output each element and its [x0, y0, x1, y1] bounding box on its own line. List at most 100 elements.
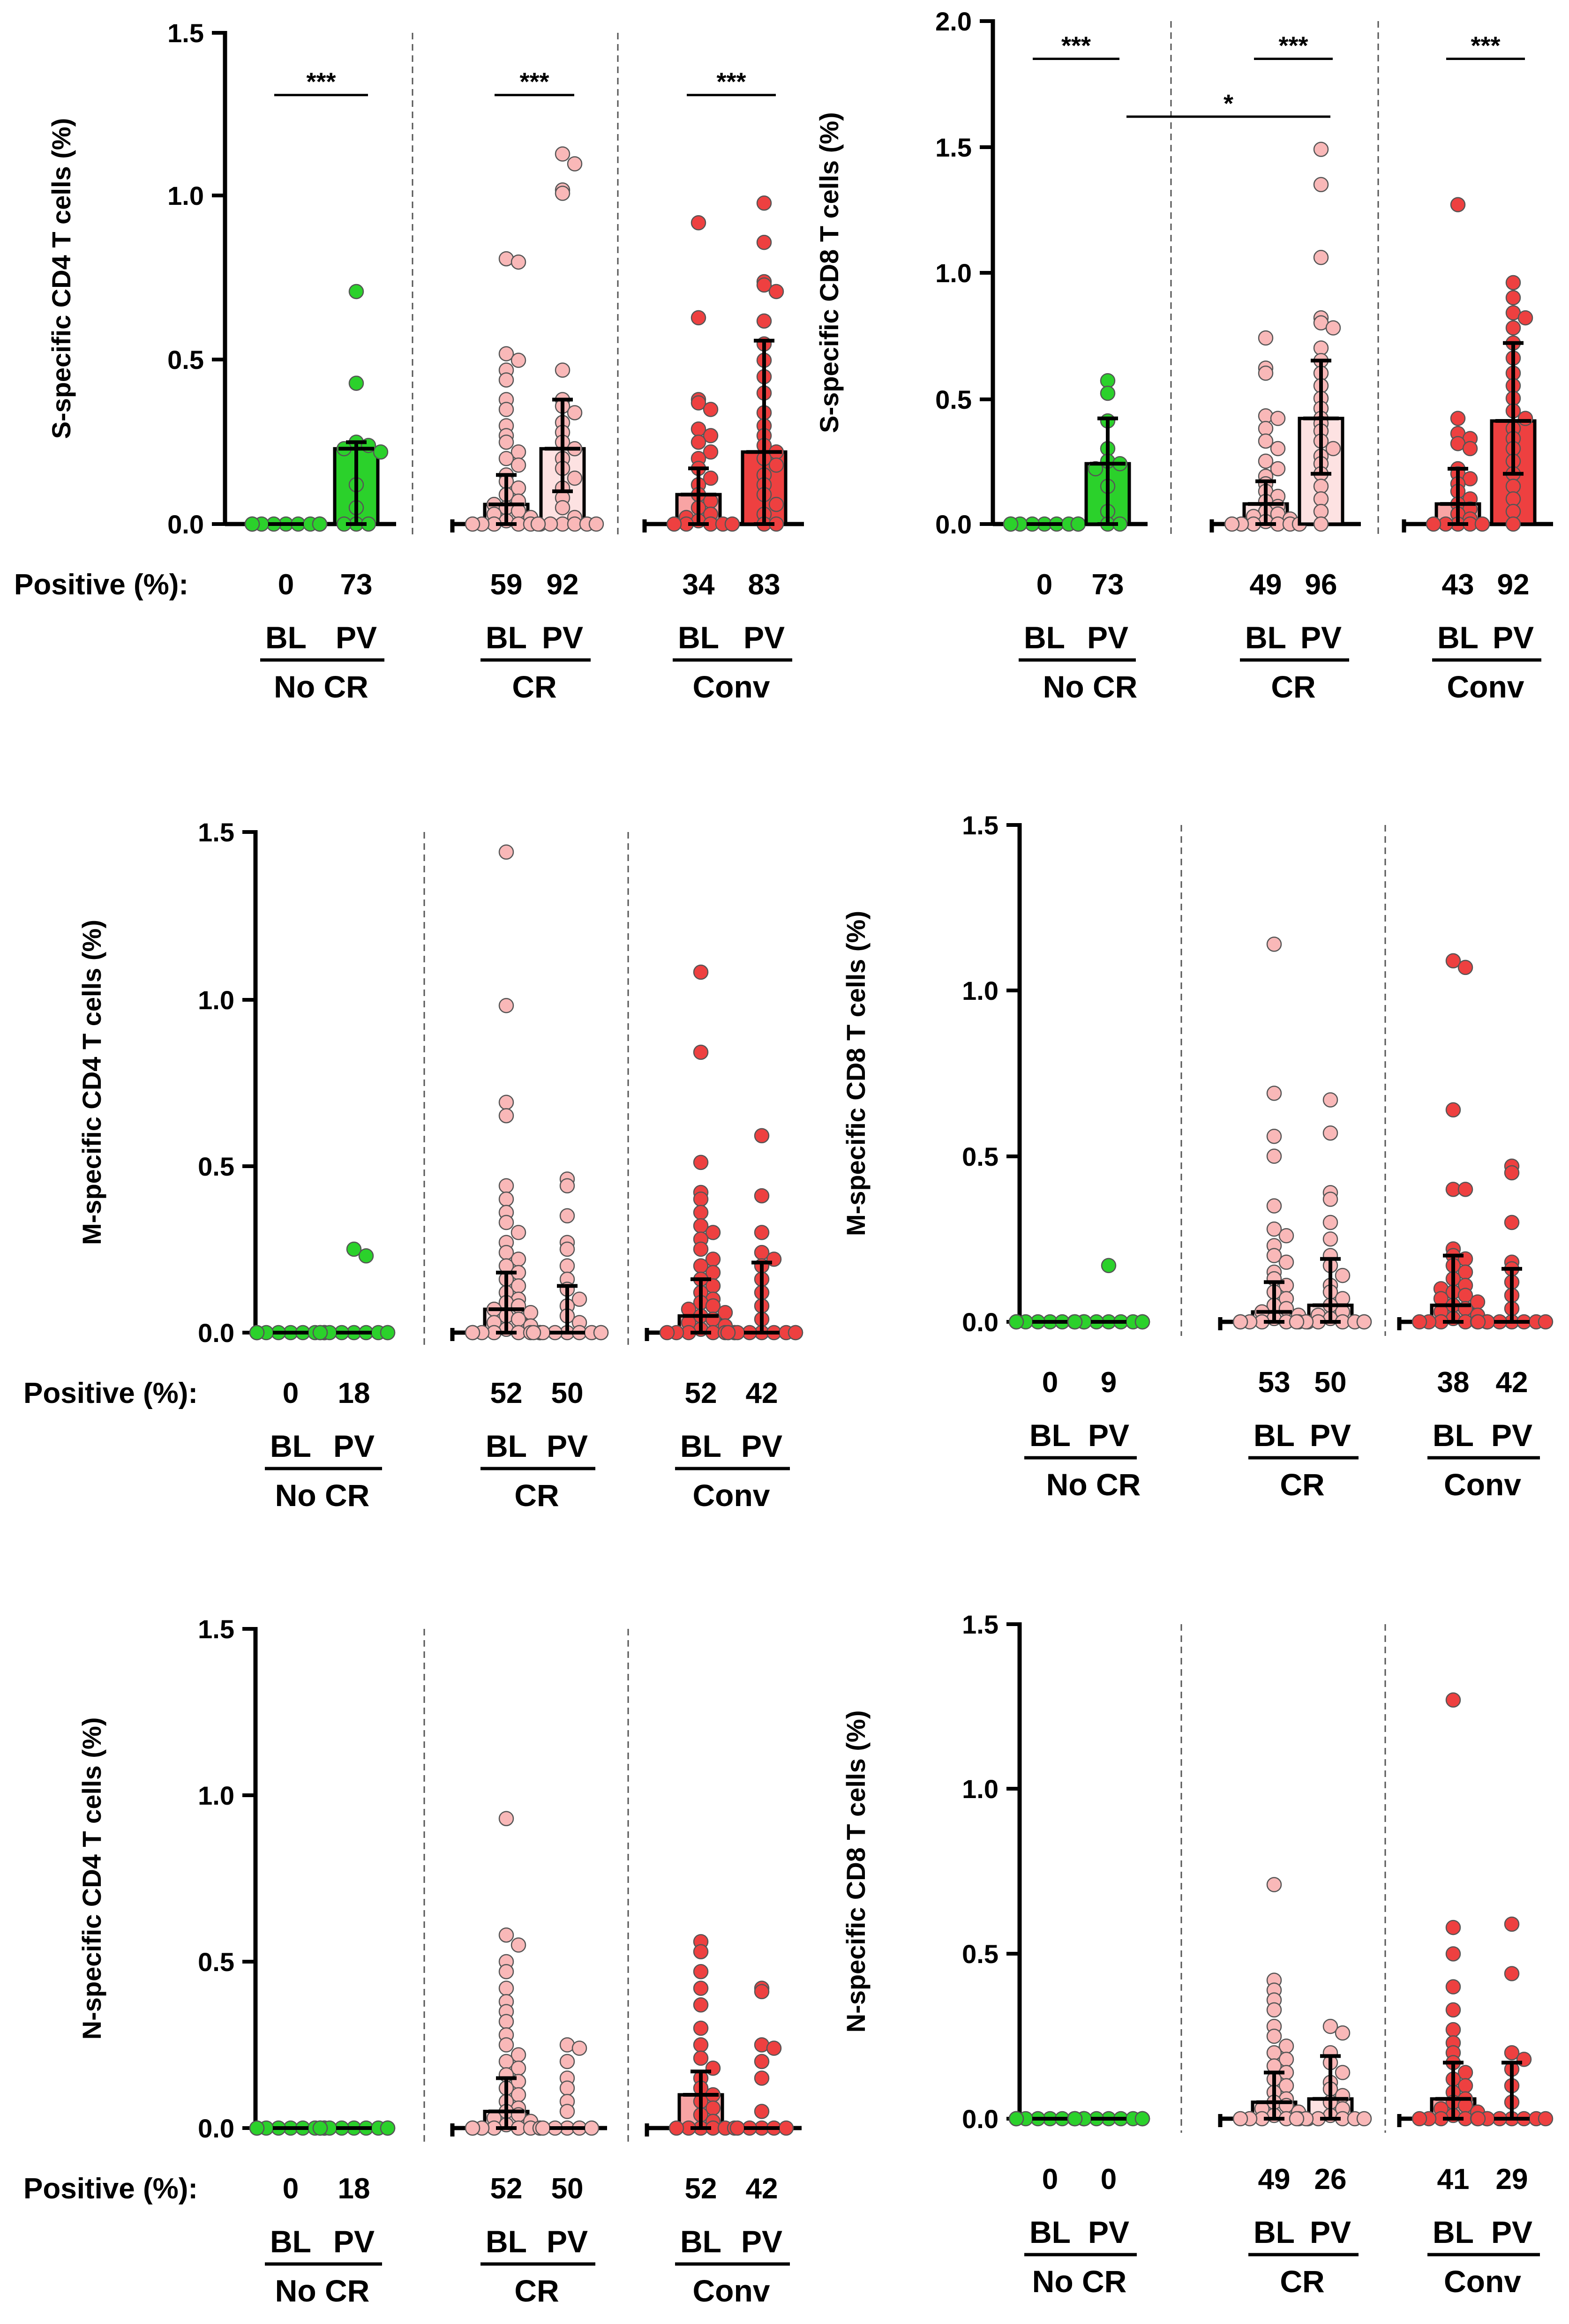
positive-label: Positive (%): [14, 569, 188, 601]
group-label: No CR [274, 669, 368, 704]
significance-label: *** [1471, 31, 1500, 60]
data-point [526, 1325, 541, 1341]
data-point [1505, 275, 1521, 291]
positive-value: 26 [1314, 2163, 1347, 2196]
group-label: CR [514, 1478, 559, 1513]
y-tick-label: 1.0 [962, 976, 998, 1005]
data-point [498, 1108, 514, 1124]
data-point [1445, 2002, 1461, 2018]
significance-label: *** [519, 68, 549, 96]
chart-panel-s-cd4: S-specific CD4 T cells (%) 0.0 0.5 1.0 1.5 **… [14, 18, 804, 704]
data-point [498, 844, 514, 860]
time-label: PV [1088, 2215, 1129, 2249]
y-axis-label: S-specific CD8 T cells (%) [814, 112, 844, 433]
data-point [498, 1964, 514, 1979]
data-point [498, 1191, 514, 1207]
data-point [1266, 2002, 1282, 2018]
positive-value: 0 [283, 1377, 299, 1409]
data-point [754, 1188, 770, 1204]
significance-label: *** [1061, 31, 1091, 60]
data-point [1538, 1314, 1554, 1330]
data-point [668, 2120, 684, 2136]
data-point [691, 310, 706, 326]
group-label: Conv [1444, 1467, 1521, 1502]
data-point [693, 1044, 709, 1060]
data-point [498, 1927, 514, 1943]
data-point [659, 1325, 675, 1341]
time-label: PV [1493, 620, 1534, 655]
positive-label: Positive (%): [23, 2173, 198, 2205]
data-point [312, 2120, 328, 2136]
time-label: PV [743, 620, 785, 655]
positive-value: 42 [746, 1377, 778, 1409]
data-point [465, 516, 480, 532]
data-point [1504, 1214, 1520, 1230]
data-point [1335, 2065, 1351, 2080]
time-label: PV [741, 2224, 782, 2259]
data-point [312, 1325, 328, 1341]
data-point [1266, 1129, 1282, 1144]
group-label: Conv [1447, 669, 1524, 704]
data-point [1505, 320, 1521, 336]
y-tick-label: 0.0 [198, 2114, 234, 2143]
time-label: BL [265, 620, 307, 655]
data-point [1411, 1314, 1427, 1330]
positive-value: 18 [338, 1377, 370, 1409]
data-point [693, 1997, 709, 2013]
data-point [768, 496, 784, 512]
data-point [1313, 516, 1329, 532]
positive-value: 18 [338, 2173, 370, 2205]
data-point [1517, 310, 1533, 326]
data-point [1322, 1125, 1338, 1141]
y-tick-label: 1.5 [962, 1610, 998, 1639]
chart-panel-m-cd4: M-specific CD4 T cells (%) 0.0 0.5 1.0 1.5 Po… [23, 817, 803, 1513]
data-point [1505, 479, 1521, 494]
data-point [1445, 953, 1461, 968]
data-point [693, 1241, 709, 1257]
data-point [1313, 503, 1329, 519]
data-point [691, 435, 706, 450]
data-point [703, 402, 719, 417]
data-point [705, 1225, 721, 1240]
data-point [1258, 330, 1274, 346]
time-label: PV [1310, 1418, 1351, 1453]
data-point [348, 375, 364, 391]
time-label: PV [1491, 2215, 1532, 2249]
data-point [1474, 516, 1490, 532]
y-axis-label: N-specific CD8 T cells (%) [841, 1710, 871, 2033]
data-point [559, 2104, 575, 2119]
time-label: BL [680, 2224, 721, 2259]
group-label: CR [512, 669, 556, 704]
data-point [1258, 365, 1274, 381]
y-tick-label: 1.5 [962, 810, 998, 840]
positive-value: 52 [490, 2173, 523, 2205]
data-point [1504, 1966, 1520, 1981]
data-point [1322, 1214, 1338, 1230]
y-tick-label: 2.0 [935, 7, 972, 36]
data-point [1313, 340, 1329, 356]
data-point [1335, 1267, 1351, 1283]
data-point [498, 372, 514, 388]
positive-value: 96 [1305, 569, 1337, 601]
data-point [1504, 1916, 1520, 1932]
group-label: CR [1280, 1467, 1324, 1502]
group-label: No CR [1032, 2264, 1127, 2299]
data-point [346, 1241, 362, 1257]
data-point [1313, 177, 1329, 192]
data-point [1289, 1314, 1305, 1330]
time-label: BL [270, 1429, 311, 1463]
time-label: PV [542, 620, 583, 655]
group-label: Conv [1444, 2264, 1521, 2299]
positive-value: 52 [490, 1377, 523, 1409]
time-label: BL [1029, 1418, 1071, 1453]
data-point [465, 1325, 480, 1341]
data-point [1445, 1979, 1461, 1994]
positive-value: 42 [746, 2173, 778, 2205]
data-point [1008, 2111, 1024, 2127]
data-point [1270, 441, 1286, 457]
time-label: PV [336, 620, 377, 655]
time-label: PV [741, 1429, 782, 1463]
y-tick-label: 1.5 [198, 1614, 234, 1644]
data-point [530, 516, 546, 532]
data-point [559, 2054, 575, 2069]
